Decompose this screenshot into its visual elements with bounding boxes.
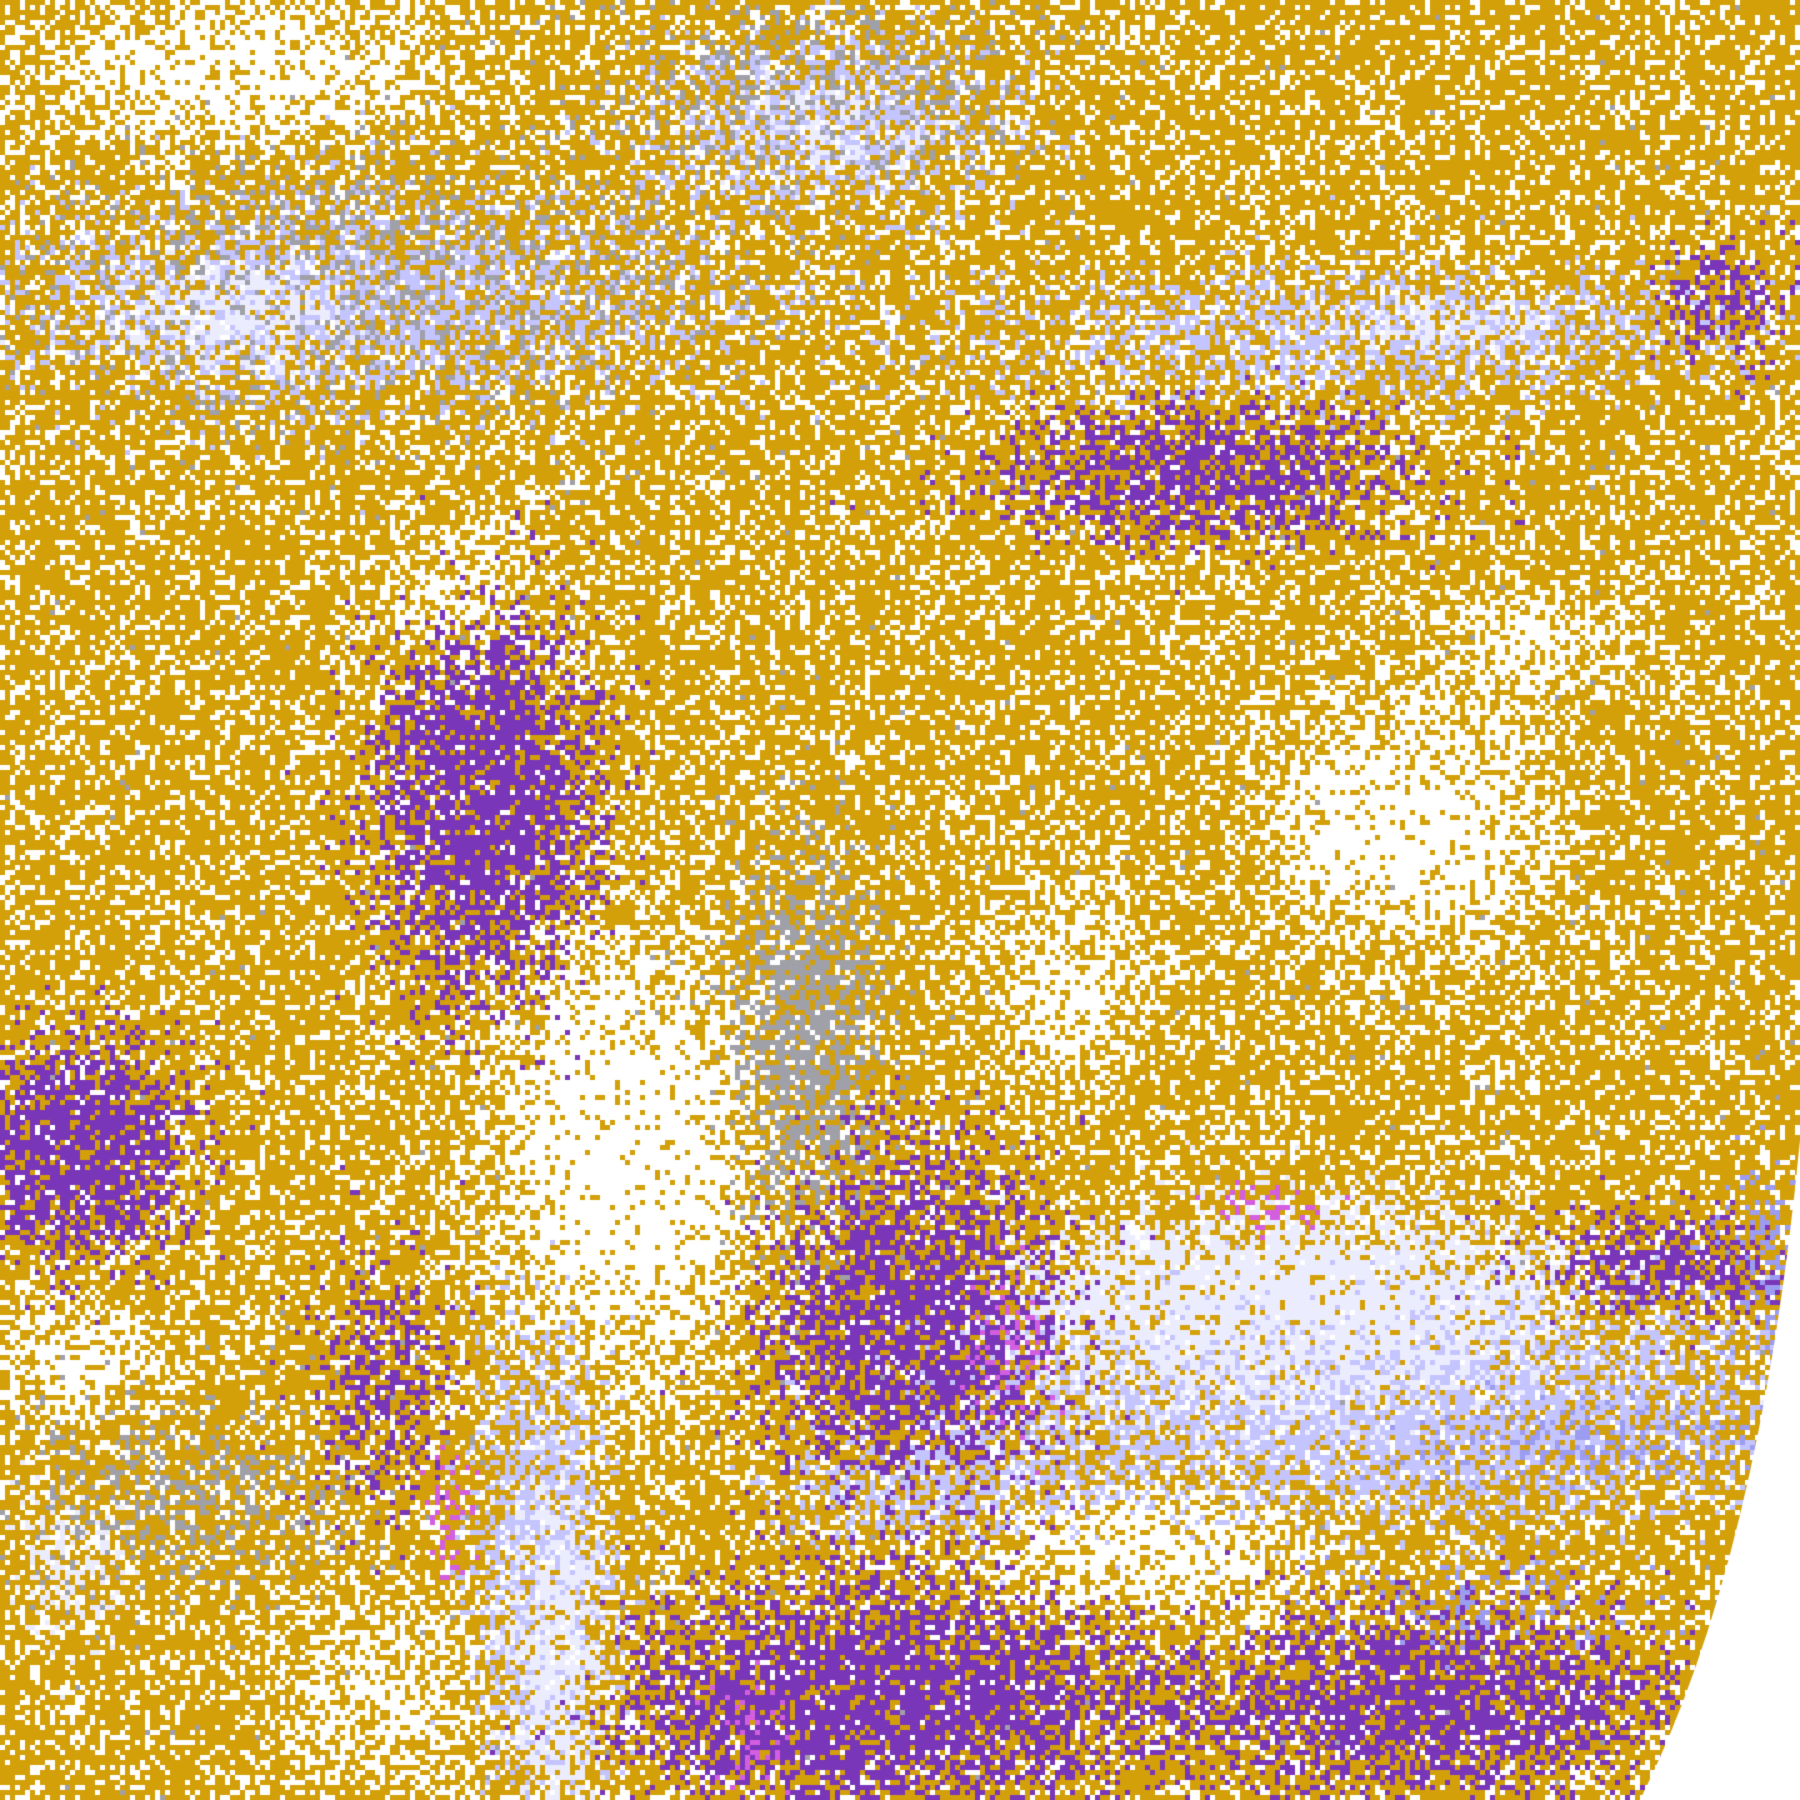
satellite-map [0,0,1800,1800]
cloud-classification-raster [0,0,1800,1800]
